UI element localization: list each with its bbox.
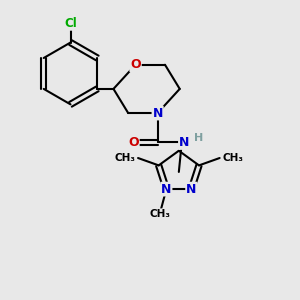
Text: O: O — [130, 58, 141, 71]
Text: N: N — [179, 136, 189, 149]
Text: N: N — [161, 183, 172, 196]
Text: H: H — [194, 133, 203, 143]
Text: Cl: Cl — [64, 17, 77, 30]
Text: N: N — [152, 106, 163, 119]
Text: CH₃: CH₃ — [150, 209, 171, 219]
Text: N: N — [186, 183, 196, 196]
Text: O: O — [128, 136, 139, 149]
Text: CH₃: CH₃ — [223, 153, 244, 163]
Text: CH₃: CH₃ — [114, 153, 135, 163]
